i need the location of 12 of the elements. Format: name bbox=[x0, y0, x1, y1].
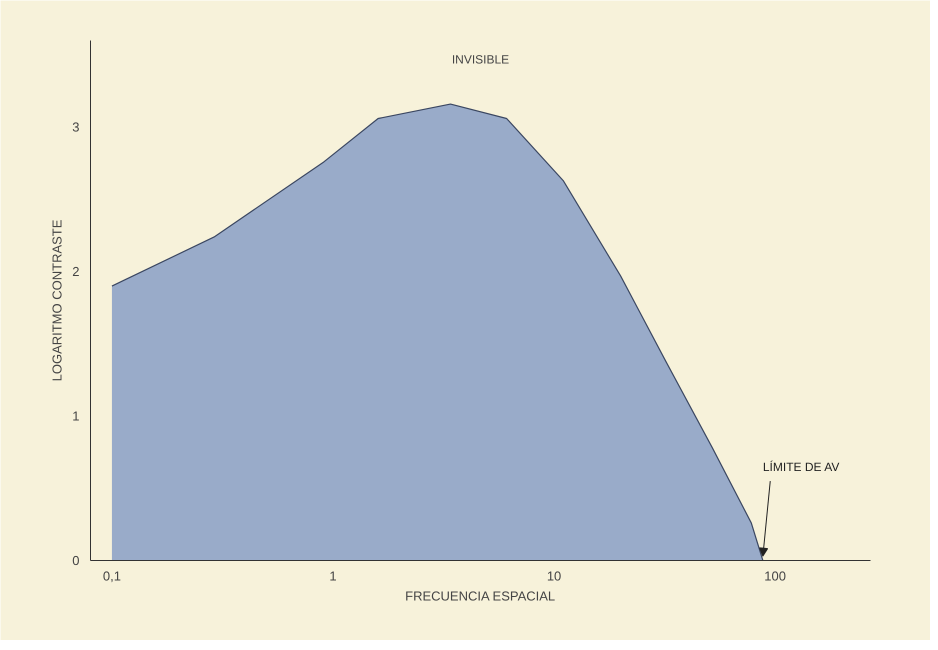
annotation: INVISIBLE bbox=[452, 52, 510, 66]
annotation: LÍMITE DE AV bbox=[762, 460, 840, 474]
x-axis-title: FRECUENCIA ESPACIAL bbox=[405, 588, 556, 604]
x-tick-label: 100 bbox=[764, 568, 786, 584]
y-tick-label: 0 bbox=[72, 553, 80, 568]
x-tick-label: 10 bbox=[546, 568, 562, 584]
y-tick-label: 1 bbox=[72, 408, 80, 424]
y-tick-label: 2 bbox=[72, 264, 80, 280]
y-axis-title: LOGARITMO CONTRASTE bbox=[49, 219, 64, 382]
x-tick-label: 0,1 bbox=[102, 568, 121, 584]
x-tick-label: 1 bbox=[329, 568, 337, 584]
y-tick-label: 3 bbox=[72, 120, 80, 135]
